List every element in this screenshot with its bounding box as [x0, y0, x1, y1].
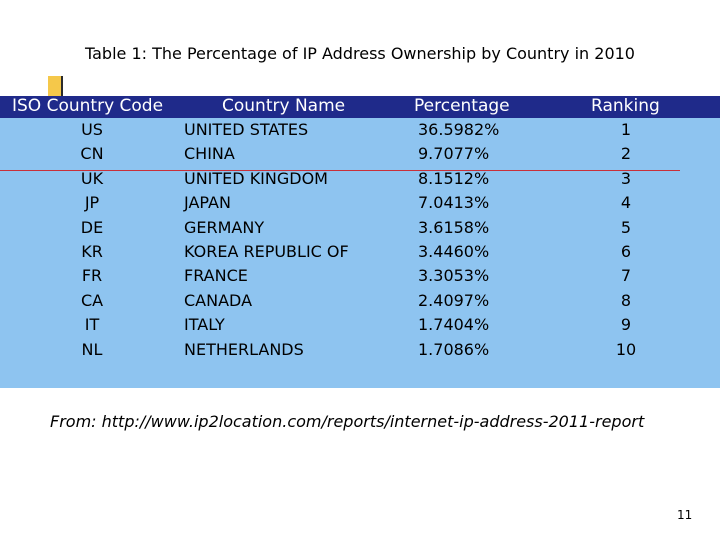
cell-percentage: 7.0413% [418, 193, 490, 213]
cell-iso-code: FR [81, 266, 103, 286]
cell-percentage: 2.4097% [418, 290, 490, 310]
cell-percentage: 3.6158% [418, 217, 490, 237]
red-divider-line [0, 170, 680, 171]
header-iso-code: ISO Country Code [12, 96, 164, 116]
cell-ranking: 7 [620, 266, 632, 286]
table-row: KR KOREA REPUBLIC OF 3.4460% 6 [0, 242, 720, 266]
cell-iso-code: KR [81, 241, 103, 261]
table-row: DE GERMANY 3.6158% 5 [0, 218, 720, 242]
cell-country-name: KOREA REPUBLIC OF [184, 241, 349, 261]
cell-ranking: 3 [620, 168, 632, 188]
cell-ranking: 10 [615, 339, 637, 359]
cell-country-name: GERMANY [184, 217, 265, 237]
cell-country-name: ITALY [184, 315, 225, 335]
table-row: UK UNITED KINGDOM 8.1512% 3 [0, 169, 720, 193]
cell-percentage: 1.7086% [418, 339, 490, 359]
cell-ranking: 6 [620, 241, 632, 261]
table-row: JP JAPAN 7.0413% 4 [0, 193, 720, 217]
slide-title: Table 1: The Percentage of IP Address Ow… [85, 44, 635, 63]
cell-iso-code: DE [80, 217, 104, 237]
cell-ranking: 5 [620, 217, 632, 237]
table-row: US UNITED STATES 36.5982% 1 [0, 120, 720, 144]
table-row: IT ITALY 1.7404% 9 [0, 315, 720, 339]
page-number: 11 [677, 508, 693, 522]
cell-percentage: 3.3053% [418, 266, 490, 286]
decorative-yellow-block [48, 76, 62, 98]
cell-iso-code: UK [80, 168, 104, 188]
cell-percentage: 3.4460% [418, 241, 490, 261]
cell-iso-code: IT [84, 315, 100, 335]
table-header-row: ISO Country Code Country Name Percentage… [0, 96, 720, 118]
cell-iso-code: US [81, 120, 103, 139]
cell-country-name: JAPAN [184, 193, 231, 213]
header-ranking: Ranking [591, 96, 660, 116]
cell-iso-code: CA [80, 290, 104, 310]
cell-ranking: 9 [620, 315, 632, 335]
cell-iso-code: NL [81, 339, 103, 359]
table-row: CN CHINA 9.7077% 2 [0, 144, 720, 168]
cell-country-name: CHINA [184, 144, 235, 164]
cell-ranking: 4 [620, 193, 632, 213]
ip-ownership-table: ISO Country Code Country Name Percentage… [0, 96, 720, 388]
cell-percentage: 1.7404% [418, 315, 490, 335]
table-body: US UNITED STATES 36.5982% 1 CN CHINA 9.7… [0, 120, 720, 364]
decorative-vertical-line [61, 76, 63, 98]
cell-percentage: 9.7077% [418, 144, 490, 164]
cell-percentage: 36.5982% [418, 120, 500, 139]
cell-country-name: NETHERLANDS [184, 339, 304, 359]
cell-ranking: 2 [620, 144, 632, 164]
table-row: FR FRANCE 3.3053% 7 [0, 266, 720, 290]
header-country-name: Country Name [222, 96, 346, 116]
cell-iso-code: CN [80, 144, 104, 164]
table-row: NL NETHERLANDS 1.7086% 10 [0, 340, 720, 364]
cell-country-name: FRANCE [184, 266, 248, 286]
cell-iso-code: JP [84, 193, 100, 213]
cell-percentage: 8.1512% [418, 168, 490, 188]
source-citation: From: http://www.ip2location.com/reports… [50, 412, 645, 431]
header-percentage: Percentage [414, 96, 510, 116]
cell-ranking: 8 [620, 290, 632, 310]
cell-country-name: UNITED STATES [184, 120, 309, 139]
table-row: CA CANADA 2.4097% 8 [0, 291, 720, 315]
cell-ranking: 1 [620, 120, 632, 139]
cell-country-name: UNITED KINGDOM [184, 168, 328, 188]
cell-country-name: CANADA [184, 290, 253, 310]
